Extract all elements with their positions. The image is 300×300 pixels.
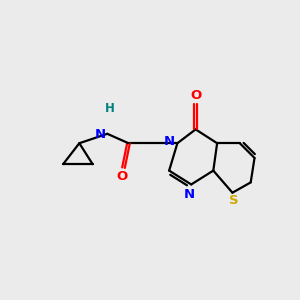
Text: H: H xyxy=(105,102,115,115)
Text: N: N xyxy=(184,188,195,201)
Text: N: N xyxy=(164,135,175,148)
Text: S: S xyxy=(229,194,239,207)
Text: O: O xyxy=(190,89,201,102)
Text: O: O xyxy=(116,170,128,183)
Text: N: N xyxy=(95,128,106,141)
